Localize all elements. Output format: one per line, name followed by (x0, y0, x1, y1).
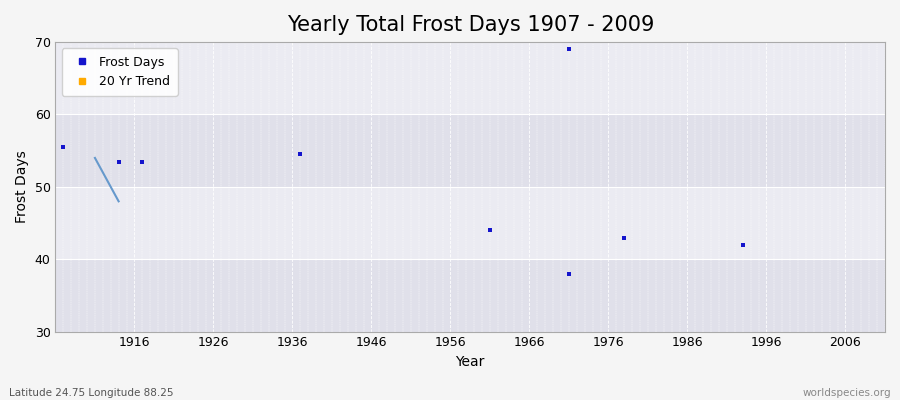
Point (562, 46, 576, 52)
Point (56, 144, 70, 150)
Bar (56, 259, 885, 332)
Text: Latitude 24.75 Longitude 88.25: Latitude 24.75 Longitude 88.25 (9, 388, 174, 398)
Text: worldspecies.org: worldspecies.org (803, 388, 891, 398)
Point (735, 242, 750, 248)
Point (562, 270, 576, 277)
Point (112, 158, 126, 165)
X-axis label: Year: Year (455, 355, 485, 369)
Title: Yearly Total Frost Days 1907 - 2009: Yearly Total Frost Days 1907 - 2009 (286, 15, 654, 35)
Bar (56, 114, 885, 187)
Bar (56, 187, 885, 259)
Point (482, 227, 497, 234)
Point (293, 151, 308, 158)
Point (617, 234, 632, 241)
Point (135, 158, 149, 165)
Bar (56, 42, 885, 114)
Legend: Frost Days, 20 Yr Trend: Frost Days, 20 Yr Trend (62, 48, 177, 96)
Y-axis label: Frost Days: Frost Days (15, 150, 29, 223)
